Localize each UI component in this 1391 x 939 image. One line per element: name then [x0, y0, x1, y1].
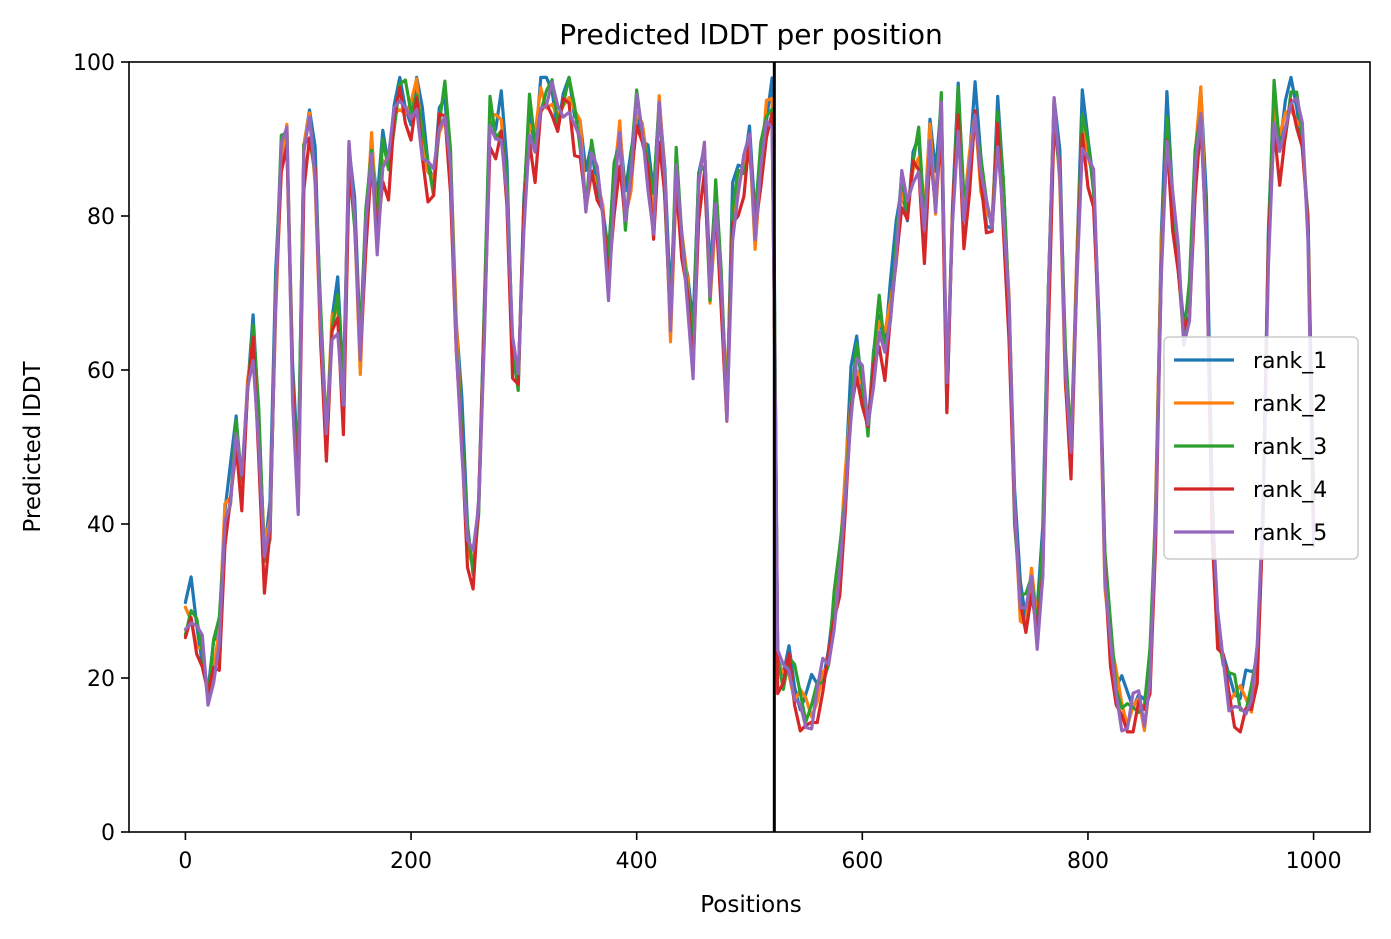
legend-label: rank_1 [1253, 349, 1327, 374]
y-tick-label: 20 [87, 667, 115, 692]
legend: rank_1 rank_2 rank_3 rank_4 rank_5 [1163, 336, 1359, 560]
x-tick-label: 1000 [1286, 849, 1342, 874]
x-tick-label: 200 [390, 849, 432, 874]
y-tick-label: 40 [87, 513, 115, 538]
legend-box [1163, 336, 1359, 560]
chart-title: Predicted lDDT per position [559, 18, 943, 51]
x-tick-label: 0 [178, 849, 192, 874]
y-tick-label: 0 [101, 821, 115, 846]
legend-label: rank_3 [1253, 435, 1327, 460]
series-layer [183, 75, 1316, 734]
legend-label: rank_4 [1253, 478, 1327, 503]
x-tick-label: 600 [841, 849, 883, 874]
ticks-layer: 0 200 400 600 800 1000 0 20 40 60 80 100 [73, 51, 1342, 874]
series-line-rank-5 [183, 80, 1316, 733]
legend-label: rank_2 [1253, 392, 1327, 417]
x-tick-label: 400 [616, 849, 658, 874]
y-axis-label: Predicted lDDT [20, 360, 46, 532]
y-tick-label: 100 [73, 51, 115, 76]
plot-frame [128, 61, 1371, 833]
x-axis-label: Positions [700, 892, 802, 918]
y-tick-label: 60 [87, 359, 115, 384]
y-tick-label: 80 [87, 205, 115, 230]
x-tick-label: 800 [1067, 849, 1109, 874]
legend-label: rank_5 [1253, 521, 1327, 546]
